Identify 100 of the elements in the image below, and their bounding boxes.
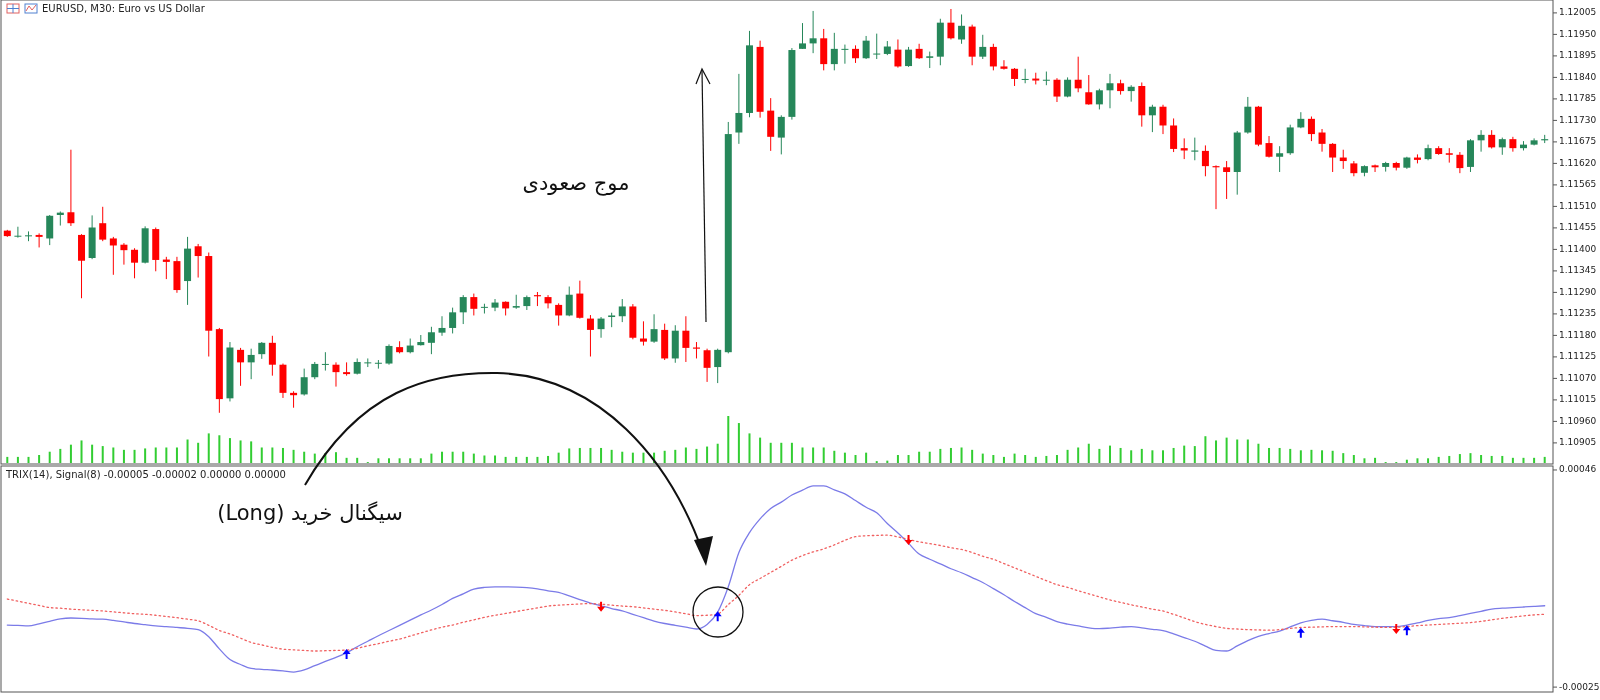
bar [557, 452, 560, 463]
bar [1511, 457, 1514, 463]
bar [303, 451, 306, 463]
bar [536, 456, 539, 463]
bar [801, 447, 804, 463]
bar [69, 444, 72, 463]
candlestick [99, 206, 107, 242]
bar [1427, 458, 1430, 463]
bar [101, 446, 104, 463]
bar [1352, 455, 1355, 463]
candlestick [873, 33, 881, 60]
bar [472, 453, 475, 463]
candlestick [1477, 129, 1485, 153]
bar [1172, 447, 1175, 463]
candlestick [799, 22, 807, 50]
bar [780, 442, 783, 463]
y-tick-label: 1.11345 [1559, 265, 1597, 276]
point [904, 535, 913, 546]
bar [812, 447, 815, 463]
bar [388, 458, 390, 463]
candlestick [979, 34, 987, 60]
candlestick [1074, 56, 1082, 93]
candlestick [46, 214, 54, 246]
y-tick-label: 1.12005 [1559, 7, 1597, 18]
candlestick [1021, 68, 1029, 84]
bar [494, 455, 497, 463]
bar [918, 451, 921, 463]
bar [525, 456, 528, 463]
bar [1543, 456, 1546, 463]
annotation: موج صعودی [522, 171, 630, 196]
bar [865, 452, 868, 463]
bar [59, 448, 62, 463]
candlestick [1095, 88, 1103, 110]
candlestick [862, 35, 870, 60]
candlestick [480, 303, 488, 314]
bar [1045, 455, 1048, 463]
bar [663, 450, 666, 463]
bar [1321, 450, 1324, 463]
bar [589, 447, 592, 463]
candlestick [332, 361, 340, 388]
bar [1108, 445, 1111, 463]
candlestick [841, 44, 849, 65]
bar [1522, 457, 1525, 463]
bar [1458, 454, 1461, 463]
bar [1162, 450, 1164, 463]
bar [154, 447, 157, 463]
point [597, 601, 606, 612]
candlestick [639, 320, 647, 347]
bar [1533, 457, 1536, 463]
chart-title: EURUSD, M30: Euro vs US Dollar [42, 3, 206, 14]
bar [398, 458, 401, 463]
candlestick [131, 247, 139, 279]
candlestick [809, 10, 817, 54]
candlestick [438, 315, 446, 337]
candlestick [650, 313, 658, 344]
bar [1469, 453, 1472, 463]
y-tick-label: 1.11565 [1559, 179, 1597, 190]
bar [1087, 443, 1090, 463]
bar [1289, 448, 1292, 463]
y-tick-label: 1.11730 [1559, 114, 1597, 125]
y-tick-label: 1.10905 [1559, 437, 1597, 448]
bar [1066, 449, 1069, 463]
candlestick [905, 46, 913, 68]
bar [1034, 456, 1037, 463]
bar [515, 456, 518, 463]
candlestick [830, 32, 838, 71]
candlestick [544, 294, 552, 309]
bar [1130, 450, 1133, 463]
bar [727, 416, 730, 463]
bar [1310, 449, 1313, 463]
bar [409, 458, 412, 463]
bar [16, 456, 19, 463]
bar [441, 451, 444, 463]
bar [981, 453, 984, 463]
y-tick-label: 0.00046 [1559, 464, 1597, 475]
bar [1193, 446, 1196, 463]
candlestick [1329, 142, 1337, 173]
candlestick [735, 73, 743, 145]
y-tick-label: 1.11840 [1559, 71, 1597, 82]
bar [706, 446, 709, 463]
candlestick [194, 243, 202, 279]
bar [1140, 448, 1143, 463]
bar [228, 438, 231, 463]
bar [610, 449, 613, 463]
bar [1183, 445, 1186, 463]
y-tick-label: 1.11510 [1559, 200, 1597, 211]
bar [462, 451, 465, 463]
bar [631, 452, 634, 463]
bar [144, 448, 147, 463]
candlestick [1000, 59, 1008, 71]
candlestick [25, 230, 33, 242]
bar [1077, 447, 1080, 463]
candlestick [491, 298, 499, 312]
candlestick [1170, 117, 1178, 153]
bar [186, 439, 189, 463]
candlestick [427, 326, 435, 355]
candlestick [321, 351, 329, 372]
bar [313, 453, 316, 463]
candlestick [449, 307, 457, 334]
bar [175, 447, 178, 463]
